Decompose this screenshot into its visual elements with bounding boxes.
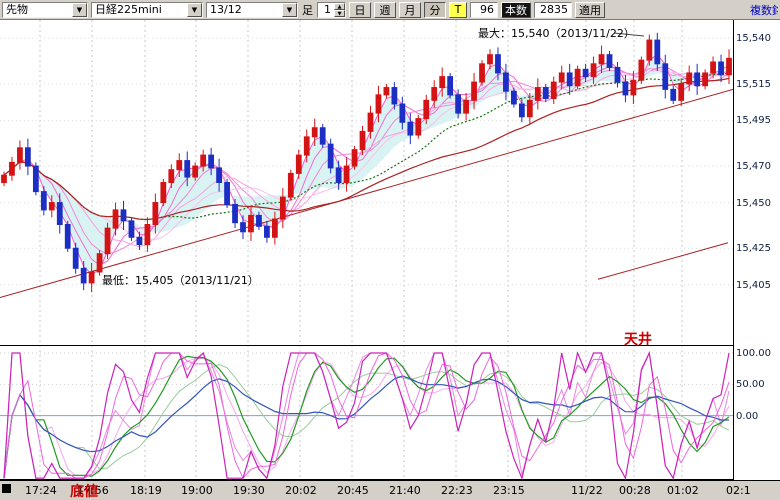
oscillator-axis-label: 100.00: [736, 348, 771, 359]
price-axis-label: 15,405: [736, 279, 771, 291]
trendline: [597, 242, 729, 280]
interval-input[interactable]: 1 ▲ ▼: [317, 1, 346, 18]
ceiling-label: 天井: [624, 332, 652, 348]
unit-week-button[interactable]: 週: [374, 1, 396, 18]
oscillator-axis-label: 0.00: [736, 410, 759, 422]
unit-minute-button[interactable]: 分: [424, 1, 446, 18]
trendline: [0, 88, 733, 299]
time-axis-label: 19:00: [181, 484, 213, 497]
toolbar: 先物 ▼ 日経225mini ▼ 13/12 ▼ 足 1 ▲ ▼ 日 週 月 分 …: [0, 0, 780, 20]
price-axis-label: 15,515: [736, 78, 771, 90]
t-toggle-button[interactable]: T: [449, 1, 467, 18]
apply-button[interactable]: 適用: [575, 1, 605, 18]
time-axis-label: 20:45: [337, 484, 369, 497]
ma-ribbon-fill: [4, 54, 729, 275]
price-axis-label: 15,495: [736, 115, 771, 127]
time-axis-label: 17:56: [77, 484, 109, 497]
bars-button[interactable]: 本数: [501, 1, 531, 18]
time-axis-label: 01:02: [667, 484, 699, 497]
contract-month-select[interactable]: 13/12 ▼: [206, 1, 298, 18]
candles-layer: [1, 32, 732, 293]
axis-corner-box[interactable]: [2, 484, 11, 493]
unit-day-button[interactable]: 日: [349, 1, 371, 18]
symbol-value: 日経225mini: [95, 2, 162, 16]
price-axis-label: 15,470: [736, 161, 771, 173]
instrument-select[interactable]: 先物 ▼: [2, 1, 88, 18]
spinner-buttons[interactable]: ▲ ▼: [334, 2, 345, 17]
multi-symbol-link[interactable]: 複数銘柄: [750, 3, 778, 17]
time-axis-label: 20:02: [285, 484, 317, 497]
price-axis-label: 15,540: [736, 33, 771, 45]
instrument-value: 先物: [6, 2, 28, 16]
price-chart-svg: [0, 20, 733, 345]
bars-count-input[interactable]: 96: [470, 1, 498, 18]
time-axis: 17:24 17:56 18:19 19:00 19:30 20:02 20:45 21:40…: [0, 480, 780, 500]
time-axis-label: 23:15: [493, 484, 525, 497]
time-axis-label: 22:23: [441, 484, 473, 497]
price-axis-label: 15,450: [736, 197, 771, 209]
chart-area[interactable]: [0, 20, 733, 480]
total-count-value: 2835: [540, 3, 568, 16]
chevron-down-icon[interactable]: ▼: [187, 2, 202, 17]
total-count-input[interactable]: 2835: [534, 1, 572, 18]
symbol-select[interactable]: 日経225mini ▼: [91, 1, 203, 18]
price-axis: 15,540 15,515 15,495 15,470 15,450 15,425 15,4…: [733, 20, 780, 480]
time-axis-label: 00:28: [619, 484, 651, 497]
spin-up-icon[interactable]: ▲: [334, 2, 345, 10]
time-axis-label: 17:24: [25, 484, 57, 497]
min-price-annotation: 最低：15,405（2013/11/21）: [102, 274, 259, 287]
spin-down-icon[interactable]: ▼: [334, 9, 345, 17]
oscillator-chart-svg: [0, 345, 733, 480]
time-axis-label: 11/22: [571, 484, 603, 497]
time-axis-label: 18:19: [130, 484, 162, 497]
price-axis-label: 15,425: [736, 243, 771, 255]
contract-month-value: 13/12: [210, 2, 242, 16]
time-axis-label: 02:1: [726, 484, 751, 497]
max-pointer-line: [613, 32, 645, 37]
oscillator-axis-label: 50.00: [736, 379, 765, 391]
max-price-annotation: 最大：15,540（2013/11/22）: [478, 27, 635, 40]
time-axis-label: 21:40: [389, 484, 421, 497]
chevron-down-icon[interactable]: ▼: [282, 2, 297, 17]
chevron-down-icon[interactable]: ▼: [72, 2, 87, 17]
ashi-label: 足: [302, 3, 313, 17]
unit-month-button[interactable]: 月: [399, 1, 421, 18]
bottom-price-label: 底値: [70, 484, 98, 500]
interval-value: 1: [324, 3, 331, 16]
bars-count-value: 96: [480, 3, 494, 16]
time-axis-label: 19:30: [233, 484, 265, 497]
